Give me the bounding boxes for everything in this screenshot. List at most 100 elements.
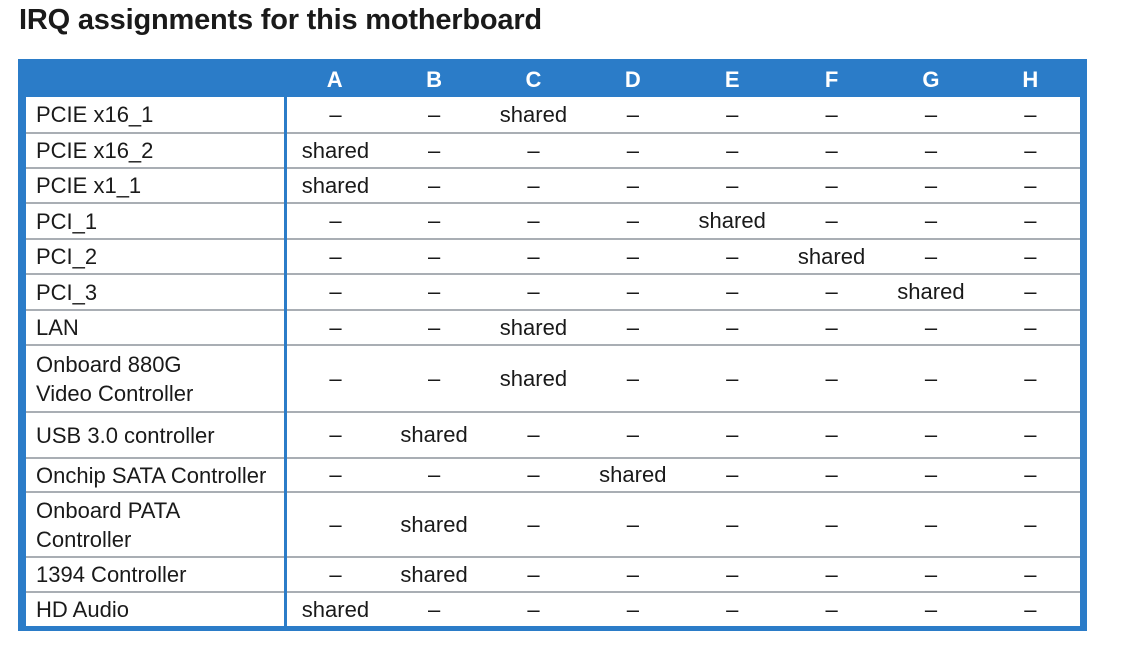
irq-cell-g: – — [881, 309, 981, 345]
irq-cell-a: – — [285, 556, 385, 592]
irq-cell-b: shared — [384, 491, 484, 557]
row-label: PCIE x1_1 — [26, 167, 287, 203]
row-label: Onchip SATA Controller — [26, 457, 287, 492]
irq-cell-b: – — [384, 457, 484, 492]
irq-cell-f: – — [781, 457, 882, 492]
irq-cell-h: – — [980, 238, 1080, 274]
table-row: Onboard PATA Controller – shared – – – – – – — [26, 491, 1080, 557]
irq-cell-a: – — [285, 97, 385, 133]
irq-cell-e: – — [682, 344, 782, 412]
table-row: LAN – – shared – – – – – — [26, 309, 1080, 345]
irq-cell-c: – — [483, 556, 584, 592]
table-row: PCIE x1_1 shared – – – – – – – — [26, 167, 1080, 203]
irq-cell-f: – — [781, 556, 882, 592]
irq-cell-f: shared — [781, 238, 882, 274]
column-header-g: G — [922, 67, 940, 92]
row-label: Onboard PATA Controller — [26, 491, 287, 557]
irq-cell-h: – — [980, 202, 1080, 239]
irq-cell-h: – — [980, 273, 1080, 310]
irq-cell-b: – — [384, 344, 484, 412]
irq-cell-g: – — [881, 132, 981, 168]
table-row: PCI_2– – – – – shared – – — [26, 238, 1080, 274]
irq-cell-b: – — [384, 238, 484, 274]
column-header-a: A — [326, 67, 343, 92]
irq-cell-c: – — [483, 167, 584, 203]
irq-cell-e: – — [682, 167, 782, 203]
column-header-c: C — [525, 67, 542, 92]
irq-cell-d: – — [583, 238, 683, 274]
irq-cell-g: – — [881, 411, 981, 458]
irq-cell-h: – — [980, 491, 1080, 557]
irq-cell-d: – — [583, 344, 683, 412]
row-label: Onboard 880G Video Controller — [26, 344, 287, 412]
irq-cell-g: – — [881, 238, 981, 274]
page-title: IRQ assignments for this motherboard — [19, 4, 542, 36]
irq-cell-a: – — [285, 202, 385, 239]
irq-cell-b: – — [384, 309, 484, 345]
irq-cell-g: – — [881, 491, 981, 557]
irq-cell-f: – — [781, 411, 882, 458]
irq-cell-a: shared — [285, 167, 385, 203]
column-header-d: D — [624, 67, 641, 92]
irq-cell-e: – — [682, 273, 782, 310]
irq-cell-d: – — [583, 411, 683, 458]
irq-cell-h: – — [980, 97, 1080, 133]
row-label: USB 3.0 controller — [26, 411, 287, 458]
irq-cell-f: – — [781, 491, 882, 557]
irq-cell-h: – — [980, 309, 1080, 345]
table-row: 1394 Controller – shared – – – – – – — [26, 556, 1080, 592]
irq-cell-b: – — [384, 202, 484, 239]
irq-cell-e: – — [682, 457, 782, 492]
irq-cell-g: – — [881, 556, 981, 592]
irq-cell-g: – — [881, 167, 981, 203]
table-row: HD Audio shared – – – – – – – — [26, 591, 1080, 626]
irq-cell-a: shared — [285, 132, 385, 168]
column-header-e: E — [724, 67, 740, 92]
irq-cell-e: – — [682, 132, 782, 168]
table-row: USB 3.0 controller – shared – – – – – – — [26, 411, 1080, 458]
irq-cell-b: shared — [384, 411, 484, 458]
irq-cell-a: – — [285, 457, 385, 492]
column-header-h: H — [1022, 67, 1039, 92]
irq-cell-f: – — [781, 344, 882, 412]
irq-cell-b: – — [384, 273, 484, 310]
irq-cell-c: shared — [483, 344, 584, 412]
header-row: A B C D E F G H — [26, 59, 1080, 97]
irq-cell-e: – — [682, 556, 782, 592]
irq-cell-c: – — [483, 132, 584, 168]
irq-cell-c: – — [483, 202, 584, 239]
irq-cell-c: shared — [483, 97, 584, 133]
irq-cell-h: – — [980, 591, 1080, 626]
irq-cell-h: – — [980, 344, 1080, 412]
irq-cell-h: – — [980, 457, 1080, 492]
header-blank — [26, 59, 285, 97]
irq-cell-b: – — [384, 591, 484, 626]
table-row: PCI_1– – – – shared – – – — [26, 202, 1080, 239]
row-label: PCIE x16_2 — [26, 132, 287, 168]
irq-cell-d: – — [583, 309, 683, 345]
column-header-b: B — [426, 67, 442, 92]
irq-cell-d: – — [583, 202, 683, 239]
table-row: Onboard 880G Video Controller – – shared – – –… — [26, 344, 1080, 412]
irq-cell-g: – — [881, 202, 981, 239]
table-row: PCIE x16_2 shared – – – – – – – — [26, 132, 1080, 168]
irq-cell-e: – — [682, 591, 782, 626]
irq-cell-e: – — [682, 411, 782, 458]
irq-cell-h: – — [980, 411, 1080, 458]
irq-cell-c: – — [483, 411, 584, 458]
table-row: Onchip SATA Controller – – – shared – – – – — [26, 457, 1080, 492]
irq-cell-b: – — [384, 132, 484, 168]
irq-cell-c: shared — [483, 309, 584, 345]
irq-cell-a: – — [285, 273, 385, 310]
irq-cell-d: – — [583, 167, 683, 203]
irq-cell-a: – — [285, 309, 385, 345]
irq-cell-e: shared — [682, 202, 782, 239]
irq-cell-h: – — [980, 167, 1080, 203]
irq-cell-d: – — [583, 556, 683, 592]
table-row: PCIE x16_1– – shared – – – – – — [26, 97, 1080, 133]
row-label: PCI_1 — [26, 202, 287, 239]
irq-cell-c: – — [483, 491, 584, 557]
irq-cell-c: – — [483, 591, 584, 626]
